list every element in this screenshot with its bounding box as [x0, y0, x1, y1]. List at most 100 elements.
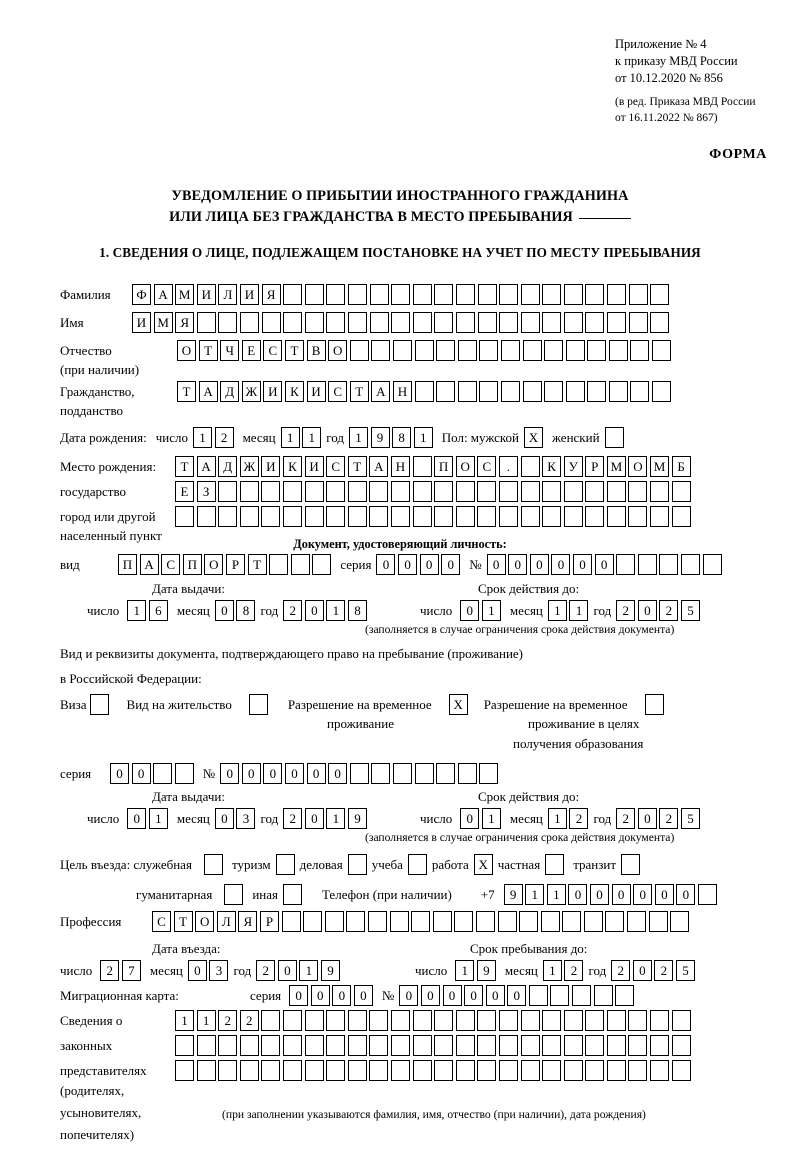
char-cell[interactable]: 0: [277, 960, 297, 981]
char-cell[interactable]: 1: [547, 808, 567, 829]
char-cell[interactable]: [671, 506, 691, 527]
char-cell[interactable]: [434, 284, 454, 305]
char-cell[interactable]: [261, 506, 281, 527]
char-cell[interactable]: К: [284, 381, 304, 402]
char-cell[interactable]: 0: [633, 884, 653, 905]
char-cell[interactable]: 0: [289, 985, 309, 1006]
char-cell[interactable]: [520, 1035, 540, 1056]
char-cell[interactable]: [218, 312, 238, 333]
char-cell[interactable]: А: [369, 456, 389, 477]
char-cell[interactable]: 2: [256, 960, 276, 981]
char-cell[interactable]: [628, 1035, 648, 1056]
char-cell[interactable]: Л: [216, 911, 236, 932]
char-cell[interactable]: [542, 1035, 562, 1056]
char-cell[interactable]: [637, 554, 657, 575]
checkbox-purpose-service[interactable]: [203, 854, 223, 875]
char-cell[interactable]: И: [261, 456, 281, 477]
char-cell[interactable]: 0: [310, 985, 330, 1006]
char-cell[interactable]: [563, 506, 583, 527]
char-cell[interactable]: [371, 763, 391, 784]
char-cell[interactable]: 1: [299, 960, 319, 981]
char-cell[interactable]: [349, 340, 369, 361]
char-cell[interactable]: Я: [175, 312, 195, 333]
char-cell[interactable]: [522, 340, 542, 361]
char-cell[interactable]: Н: [392, 381, 412, 402]
char-cell[interactable]: [671, 481, 691, 502]
char-cell[interactable]: И: [239, 284, 259, 305]
char-cell[interactable]: 2: [659, 600, 679, 621]
char-cell[interactable]: Д: [220, 381, 240, 402]
char-cell[interactable]: 2: [616, 600, 636, 621]
char-cell[interactable]: С: [477, 456, 497, 477]
char-cell[interactable]: [608, 340, 628, 361]
char-cell[interactable]: [498, 1010, 518, 1031]
char-cell[interactable]: [671, 1035, 691, 1056]
char-cell[interactable]: 9: [348, 808, 368, 829]
char-cell[interactable]: [239, 481, 259, 502]
char-cell[interactable]: [563, 481, 583, 502]
char-cell[interactable]: [218, 1060, 238, 1081]
char-cell[interactable]: 0: [398, 554, 418, 575]
char-cell[interactable]: [324, 911, 344, 932]
char-cell[interactable]: 1: [413, 427, 433, 448]
char-cell[interactable]: Б: [671, 456, 691, 477]
char-cell[interactable]: [593, 985, 613, 1006]
char-cell[interactable]: Д: [218, 456, 238, 477]
char-cell[interactable]: 9: [503, 884, 523, 905]
char-cell[interactable]: 1: [481, 600, 501, 621]
char-cell[interactable]: 0: [328, 763, 348, 784]
char-cell[interactable]: [498, 1060, 518, 1081]
char-cell[interactable]: [652, 340, 672, 361]
char-cell[interactable]: [434, 1060, 454, 1081]
char-cell[interactable]: [432, 911, 452, 932]
char-cell[interactable]: [455, 312, 475, 333]
char-cell[interactable]: 1: [280, 427, 300, 448]
char-cell[interactable]: 0: [263, 763, 283, 784]
char-cell[interactable]: Н: [390, 456, 410, 477]
char-cell[interactable]: 0: [214, 600, 234, 621]
char-cell[interactable]: [565, 340, 585, 361]
char-cell[interactable]: Я: [261, 284, 281, 305]
char-cell[interactable]: 0: [220, 763, 240, 784]
char-cell[interactable]: [671, 1010, 691, 1031]
char-cell[interactable]: [702, 554, 722, 575]
char-cell[interactable]: А: [139, 554, 159, 575]
char-cell[interactable]: [544, 381, 564, 402]
char-cell[interactable]: Т: [198, 340, 218, 361]
char-cell[interactable]: 0: [127, 808, 147, 829]
char-cell[interactable]: Я: [238, 911, 258, 932]
char-cell[interactable]: И: [306, 381, 326, 402]
char-cell[interactable]: 0: [399, 985, 419, 1006]
char-cell[interactable]: [520, 312, 540, 333]
char-cell[interactable]: [218, 481, 238, 502]
char-cell[interactable]: [650, 312, 670, 333]
char-cell[interactable]: О: [628, 456, 648, 477]
checkbox-visa[interactable]: [89, 694, 109, 715]
char-cell[interactable]: И: [263, 381, 283, 402]
checkbox-temp-residence[interactable]: X: [448, 694, 468, 715]
char-cell[interactable]: [391, 284, 411, 305]
char-cell[interactable]: [239, 312, 259, 333]
char-cell[interactable]: [261, 1010, 281, 1031]
char-cell[interactable]: О: [328, 340, 348, 361]
char-cell[interactable]: [585, 284, 605, 305]
char-cell[interactable]: [528, 985, 548, 1006]
char-cell[interactable]: А: [196, 456, 216, 477]
char-cell[interactable]: [454, 911, 474, 932]
char-cell[interactable]: [479, 763, 499, 784]
char-cell[interactable]: 1: [542, 960, 562, 981]
char-cell[interactable]: [347, 506, 367, 527]
char-cell[interactable]: [630, 340, 650, 361]
char-cell[interactable]: [650, 506, 670, 527]
checkbox-purpose-humanitarian[interactable]: [224, 884, 244, 905]
char-cell[interactable]: 0: [654, 884, 674, 905]
char-cell[interactable]: 2: [564, 960, 584, 981]
char-cell[interactable]: 2: [569, 808, 589, 829]
